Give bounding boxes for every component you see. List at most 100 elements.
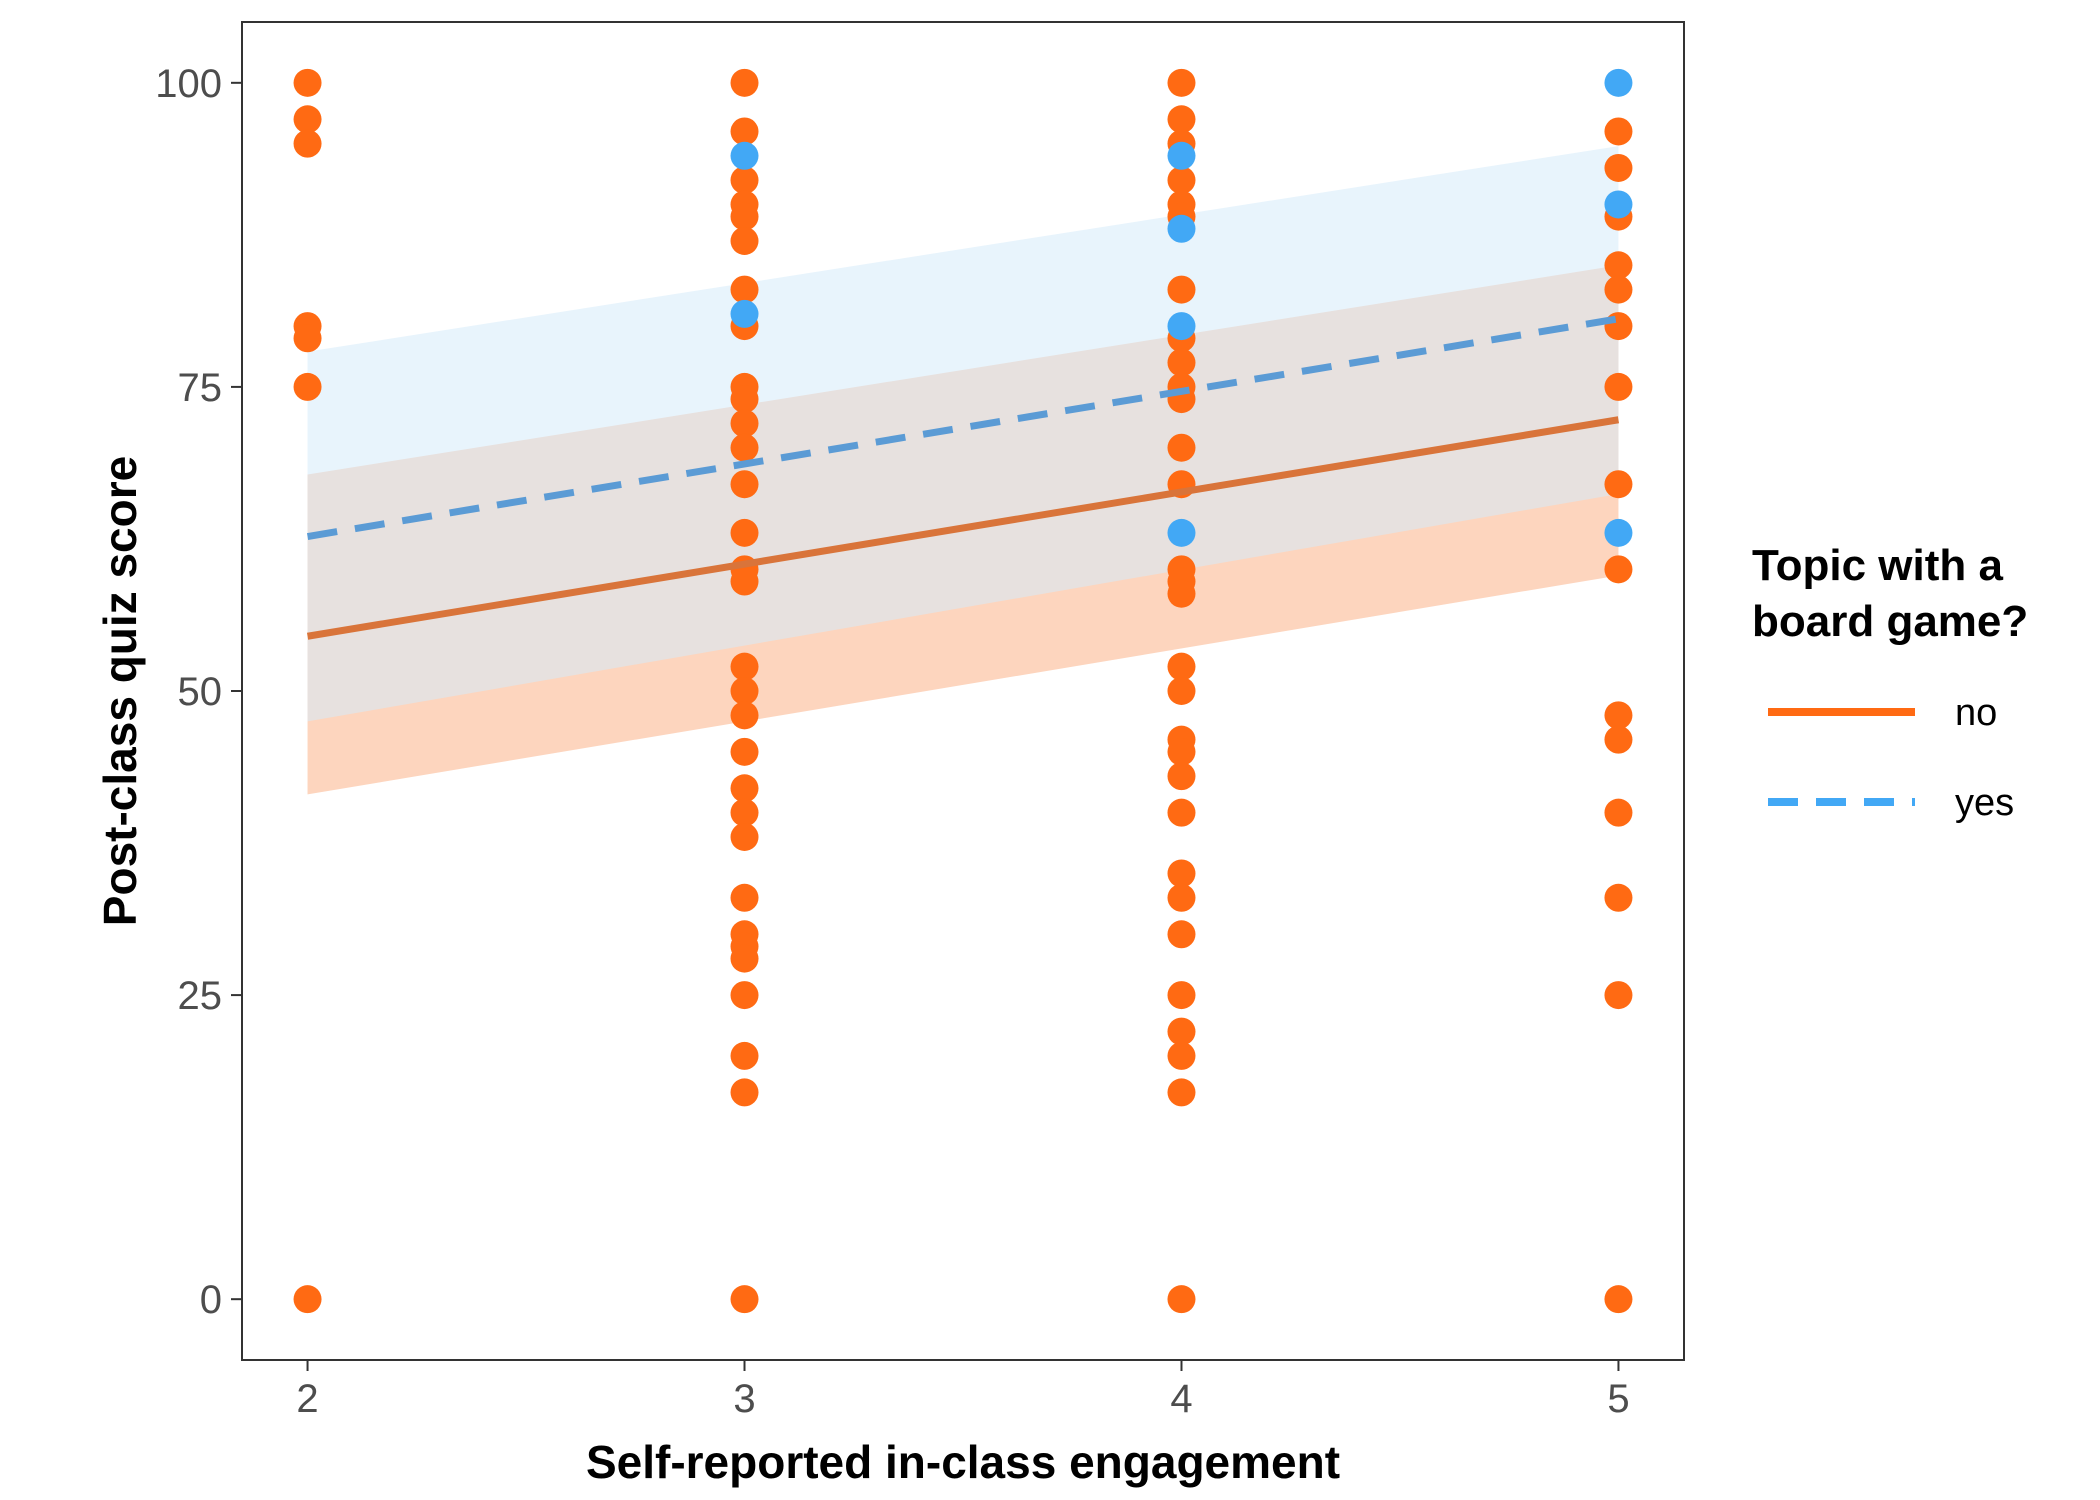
legend-title-line-2: board game?	[1752, 597, 2028, 646]
point-no	[730, 409, 759, 438]
point-no	[1604, 275, 1633, 304]
point-yes	[1167, 214, 1196, 243]
point-no	[730, 1041, 759, 1070]
x-tick-label: 4	[1170, 1377, 1192, 1421]
y-tick-label: 75	[178, 366, 223, 410]
point-no	[1604, 153, 1633, 182]
point-no	[1167, 1041, 1196, 1070]
point-no	[730, 518, 759, 547]
point-no	[293, 1285, 322, 1314]
point-no	[1604, 701, 1633, 730]
point-no	[1167, 920, 1196, 949]
point-no	[1604, 372, 1633, 401]
point-no	[1167, 68, 1196, 97]
point-no	[1604, 251, 1633, 280]
point-no	[1167, 762, 1196, 791]
point-no	[293, 68, 322, 97]
fit-lines	[306, 315, 1620, 640]
legend-label-no: no	[1955, 692, 1997, 734]
point-no	[1167, 981, 1196, 1010]
point-no	[1604, 312, 1633, 341]
point-no	[730, 1078, 759, 1107]
legend-label-yes: yes	[1955, 782, 2014, 824]
point-no	[1167, 1017, 1196, 1046]
point-no	[730, 385, 759, 414]
point-no	[1167, 105, 1196, 134]
legend-items: no yes	[1768, 692, 2014, 824]
point-no	[730, 883, 759, 912]
point-no	[293, 105, 322, 134]
data-points	[293, 68, 1633, 1314]
y-tick-label: 100	[155, 62, 222, 106]
x-tick-label: 2	[296, 1377, 318, 1421]
point-no	[1604, 981, 1633, 1010]
point-no	[730, 774, 759, 803]
point-yes	[1604, 68, 1633, 97]
x-tick-label: 3	[733, 1377, 755, 1421]
point-no	[1604, 470, 1633, 499]
fit-line-no	[306, 416, 1620, 640]
point-no	[730, 822, 759, 851]
point-no	[1604, 117, 1633, 146]
y-axis: 0 25 50 75 100	[155, 62, 242, 1322]
point-no	[730, 470, 759, 499]
point-no	[730, 567, 759, 596]
point-no	[1167, 737, 1196, 766]
point-no	[293, 372, 322, 401]
x-tick-label: 5	[1607, 1377, 1629, 1421]
point-no	[730, 166, 759, 195]
point-no	[730, 944, 759, 973]
point-no	[730, 117, 759, 146]
point-yes	[730, 141, 759, 170]
point-no	[730, 798, 759, 827]
point-no	[1167, 1078, 1196, 1107]
point-no	[1604, 798, 1633, 827]
point-no	[1167, 859, 1196, 888]
point-no	[1167, 166, 1196, 195]
point-no	[730, 275, 759, 304]
point-no	[1167, 1285, 1196, 1314]
point-no	[293, 129, 322, 158]
point-no	[730, 737, 759, 766]
point-yes	[730, 299, 759, 328]
point-yes	[1604, 518, 1633, 547]
point-no	[730, 68, 759, 97]
point-yes	[1167, 518, 1196, 547]
point-no	[1604, 725, 1633, 754]
point-no	[730, 981, 759, 1010]
point-no	[730, 1285, 759, 1314]
ribbon-yes	[307, 146, 1619, 722]
point-no	[730, 202, 759, 231]
point-no	[1167, 677, 1196, 705]
x-axis: 2 3 4 5	[296, 1360, 1630, 1421]
legend-title-line-1: Topic with a	[1752, 541, 2003, 590]
point-no	[1167, 579, 1196, 608]
point-no	[1167, 883, 1196, 912]
point-no	[293, 324, 322, 353]
point-no	[730, 226, 759, 255]
y-tick-label: 25	[178, 974, 223, 1018]
point-no	[1167, 433, 1196, 462]
x-axis-title: Self-reported in-class engagement	[586, 1436, 1340, 1488]
fit-line-yes	[306, 315, 1620, 540]
point-no	[1604, 1285, 1633, 1314]
point-no	[1604, 555, 1633, 584]
confidence-ribbons	[307, 146, 1619, 795]
point-no	[1167, 348, 1196, 377]
point-no	[1167, 652, 1196, 681]
point-yes	[1167, 312, 1196, 341]
y-tick-label: 0	[200, 1278, 222, 1322]
point-yes	[1604, 190, 1633, 219]
point-yes	[1167, 141, 1196, 170]
point-no	[1167, 275, 1196, 304]
point-no	[1604, 883, 1633, 912]
point-no	[730, 433, 759, 462]
y-axis-title: Post-class quiz score	[94, 456, 146, 926]
point-no	[730, 701, 759, 730]
point-no	[730, 652, 759, 681]
y-tick-label: 50	[178, 670, 223, 714]
legend: Topic with a board game? no yes	[1752, 541, 2028, 824]
point-no	[730, 677, 759, 705]
